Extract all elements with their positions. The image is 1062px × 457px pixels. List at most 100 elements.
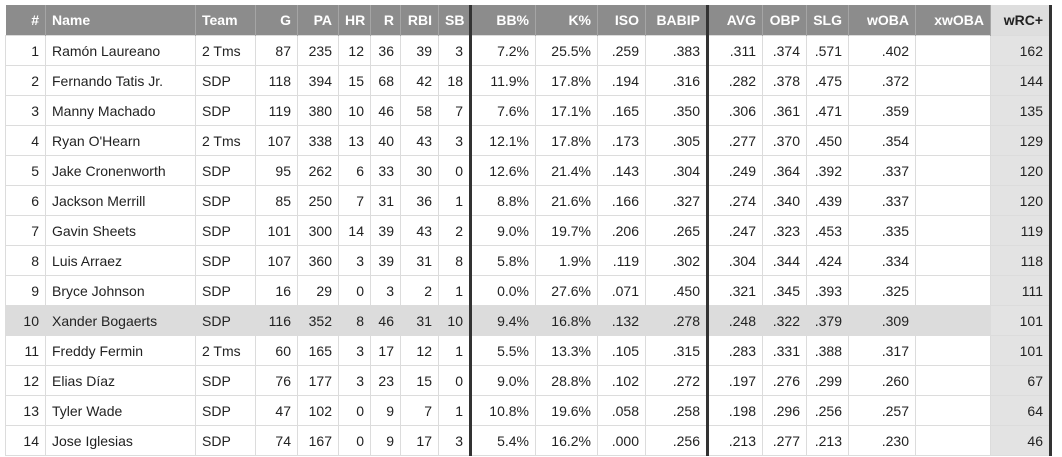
table-cell: .383 <box>645 35 709 66</box>
table-cell: .257 <box>848 395 916 426</box>
table-cell: .361 <box>762 95 807 126</box>
table-cell: 36 <box>400 185 439 216</box>
table-cell: 9 <box>5 275 46 306</box>
table-row: 2 Fernando Tatis Jr. SDP 118 394 15 68 42 18 11.9… <box>5 65 1052 96</box>
table-cell: .340 <box>762 185 807 216</box>
table-cell: SDP <box>195 215 256 246</box>
empty-cell <box>915 185 991 216</box>
column-header: BB% <box>470 5 536 36</box>
table-cell: 23 <box>370 365 401 396</box>
table-cell: Jose Iglesias <box>45 425 196 456</box>
table-cell: 19.6% <box>535 395 598 426</box>
table-cell: 129 <box>990 125 1052 156</box>
table-row: 9 Bryce Johnson SDP 16 29 0 3 2 1 0.0% 27.6% .071.4… <box>5 275 1052 306</box>
table-cell: 394 <box>297 65 339 96</box>
table-cell: 13 <box>338 125 371 156</box>
table-cell: SDP <box>195 65 256 96</box>
table-cell: 101 <box>990 305 1052 336</box>
table-cell: .299 <box>806 365 849 396</box>
table-cell: 107 <box>255 125 298 156</box>
table-cell: .277 <box>707 125 763 156</box>
table-cell: 18 <box>438 65 472 96</box>
table-cell: 11 <box>5 335 46 366</box>
table-cell: .325 <box>848 275 916 306</box>
table-cell: 31 <box>400 245 439 276</box>
table-cell: 85 <box>255 185 298 216</box>
stats-table: # Name Team G PA HR R RBI SB BB% K% ISO BABIP AVG OBP S… <box>5 5 1052 456</box>
table-cell: 3 <box>370 275 401 306</box>
table-cell: 17 <box>370 335 401 366</box>
table-cell: .379 <box>806 305 849 336</box>
table-cell: 116 <box>255 305 298 336</box>
empty-cell <box>915 365 991 396</box>
column-header: SB <box>438 5 472 36</box>
table-cell: 43 <box>400 215 439 246</box>
table-cell: .370 <box>762 125 807 156</box>
table-row: 6 Jackson Merrill SDP 85 250 7 31 36 1 8.8% 21.6%.… <box>5 185 1052 216</box>
table-cell: 17.8% <box>535 65 598 96</box>
table-cell: 5.4% <box>470 425 536 456</box>
table-cell: 14 <box>338 215 371 246</box>
table-cell: 9 <box>370 425 401 456</box>
table-cell: 12.6% <box>470 155 536 186</box>
table-cell: .105 <box>597 335 646 366</box>
table-cell: 17.1% <box>535 95 598 126</box>
table-cell: Elias Díaz <box>45 365 196 396</box>
table-cell: .402 <box>848 35 916 66</box>
table-row: 13 Tyler Wade SDP 47 102 0 9 7 1 10.8% 19.6% .058.2… <box>5 395 1052 426</box>
table-cell: 2 Tms <box>195 335 256 366</box>
table-cell: .165 <box>597 95 646 126</box>
table-cell: 17 <box>400 425 439 456</box>
table-cell: .439 <box>806 185 849 216</box>
empty-cell <box>915 215 991 246</box>
table-cell: Fernando Tatis Jr. <box>45 65 196 96</box>
table-cell: 5 <box>5 155 46 186</box>
table-row: 4 Ryan O'Hearn 2 Tms 107 338 13 40 43 3 12.1% 17.8… <box>5 125 1052 156</box>
empty-cell <box>915 155 991 186</box>
table-cell: 0.0% <box>470 275 536 306</box>
table-cell: 167 <box>297 425 339 456</box>
table-cell: SDP <box>195 95 256 126</box>
table-cell: .102 <box>597 365 646 396</box>
table-cell: 28.8% <box>535 365 598 396</box>
table-cell: 120 <box>990 155 1052 186</box>
table-cell: 5.5% <box>470 335 536 366</box>
table-cell: .388 <box>806 335 849 366</box>
table-cell: 4 <box>5 125 46 156</box>
table-row: 14 Jose Iglesias SDP 74 167 0 9 17 3 5.4% 16.2% .00… <box>5 425 1052 456</box>
table-cell: 16.8% <box>535 305 598 336</box>
table-cell: .306 <box>707 95 763 126</box>
empty-cell <box>915 395 991 426</box>
table-row: 10 Xander Bogaerts SDP 116 352 8 46 31 10 9.4% 16.… <box>5 305 1052 336</box>
table-cell: 15 <box>338 65 371 96</box>
table-cell: .296 <box>762 395 807 426</box>
table-cell: 162 <box>990 35 1052 66</box>
table-cell: 2 <box>400 275 439 306</box>
table-cell: 95 <box>255 155 298 186</box>
table-cell: 8.8% <box>470 185 536 216</box>
table-cell: .372 <box>848 65 916 96</box>
table-cell: 300 <box>297 215 339 246</box>
table-cell: .344 <box>762 245 807 276</box>
table-cell: 43 <box>400 125 439 156</box>
column-header: wOBA <box>848 5 916 36</box>
table-cell: .206 <box>597 215 646 246</box>
table-cell: 2 Tms <box>195 35 256 66</box>
table-cell: .143 <box>597 155 646 186</box>
table-cell: Xander Bogaerts <box>45 305 196 336</box>
table-cell: 58 <box>400 95 439 126</box>
table-cell: 33 <box>370 155 401 186</box>
column-header: AVG <box>707 5 763 36</box>
table-cell: 10 <box>438 305 472 336</box>
column-header: Name <box>45 5 196 36</box>
table-cell: 3 <box>338 335 371 366</box>
table-cell: 352 <box>297 305 339 336</box>
table-cell: .354 <box>848 125 916 156</box>
table-cell: .058 <box>597 395 646 426</box>
table-cell: 6 <box>338 155 371 186</box>
table-cell: 3 <box>338 365 371 396</box>
table-cell: 47 <box>255 395 298 426</box>
table-cell: 27.6% <box>535 275 598 306</box>
table-cell: 17.8% <box>535 125 598 156</box>
table-cell: 31 <box>400 305 439 336</box>
